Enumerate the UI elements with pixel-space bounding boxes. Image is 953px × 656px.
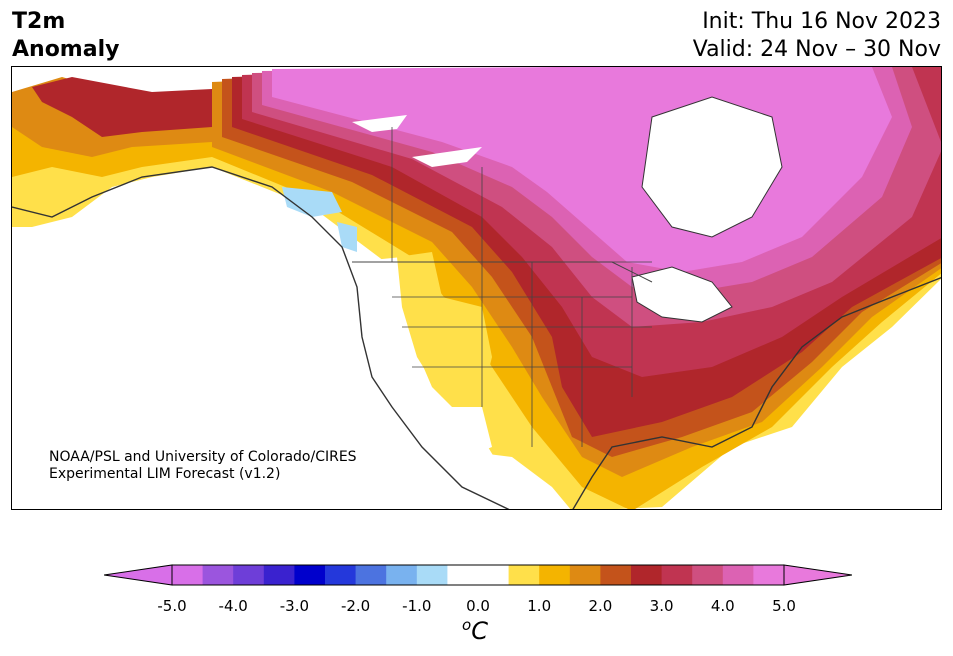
unit-label: oC (462, 616, 488, 645)
great-lakes (631, 266, 733, 323)
colorbar-segment (233, 565, 265, 585)
west-neutral (352, 257, 492, 467)
colorbar-svg (103, 564, 853, 586)
colorbar-segment (294, 565, 326, 585)
colorbar-segment (325, 565, 357, 585)
colorbar-segment (569, 565, 601, 585)
forecast-dates: Init: Thu 16 Nov 2023 Valid: 24 Nov – 30… (693, 8, 941, 64)
great-slave-lake (412, 147, 482, 167)
map-title: T2m Anomaly (12, 8, 119, 64)
west-cool-blue-1 (282, 187, 342, 217)
colorbar-tick-label: -3.0 (279, 597, 310, 615)
colorbar-tick-label: 2.0 (588, 597, 613, 615)
title-line-1: T2m (12, 9, 66, 34)
colorbar-tick-label: 0.0 (466, 597, 490, 615)
map-frame (11, 66, 942, 510)
colorbar-segment (753, 565, 785, 585)
colorbar-segment (692, 565, 724, 585)
colorbar-tick-label: -1.0 (402, 597, 432, 615)
coastline (12, 166, 941, 509)
colorbar-segment (600, 565, 632, 585)
colorbar-segment (722, 565, 754, 585)
colorbar-segment (355, 565, 387, 585)
west-cool-blue-2 (337, 222, 357, 252)
colorbar-max-extend (783, 564, 853, 586)
colorbar-segment (447, 565, 479, 585)
colorbar-segment (416, 565, 448, 585)
colorbar-segment (202, 565, 234, 585)
colorbar-segment (386, 565, 418, 585)
colorbar-segment (508, 565, 540, 585)
credit-text: NOAA/PSL and University of Colorado/CIRE… (49, 449, 357, 483)
colorbar-tick-label: 1.0 (527, 597, 552, 615)
colorbar-segment (539, 565, 571, 585)
colorbar-tick-label: -2.0 (340, 597, 371, 615)
great-bear-lake (352, 115, 407, 132)
hudson-bay (641, 96, 783, 238)
colorbar (103, 562, 853, 592)
colorbar-tick-label: -4.0 (218, 597, 248, 615)
colorbar-segment (631, 565, 663, 585)
colorbar-tick-label: 5.0 (772, 597, 796, 615)
credit-line-1: NOAA/PSL and University of Colorado/CIRE… (49, 449, 357, 465)
unit-symbol: C (471, 617, 488, 645)
colorbar-segment (263, 565, 295, 585)
credit-line-2: Experimental LIM Forecast (v1.2) (49, 466, 281, 482)
anomaly-map (12, 67, 941, 509)
west-yellow-patch (397, 252, 492, 397)
colorbar-tick-label: 4.0 (710, 597, 735, 615)
canada-us-border (352, 261, 653, 283)
colorbar-segment (172, 565, 204, 585)
colorbar-tick-label: -5.0 (157, 597, 187, 615)
valid-date: Valid: 24 Nov – 30 Nov (692, 37, 941, 62)
init-date: Init: Thu 16 Nov 2023 (702, 9, 941, 34)
colorbar-tick-label: 3.0 (649, 597, 674, 615)
colorbar-segment (478, 565, 510, 585)
alaska-band-red (32, 77, 212, 137)
title-line-2: Anomaly (12, 37, 120, 62)
unit-prefix: o (462, 616, 472, 634)
colorbar-border (171, 564, 785, 586)
mexico-neutral (422, 447, 571, 509)
colorbar-min-extend (103, 564, 173, 586)
colorbar-segment (661, 565, 693, 585)
